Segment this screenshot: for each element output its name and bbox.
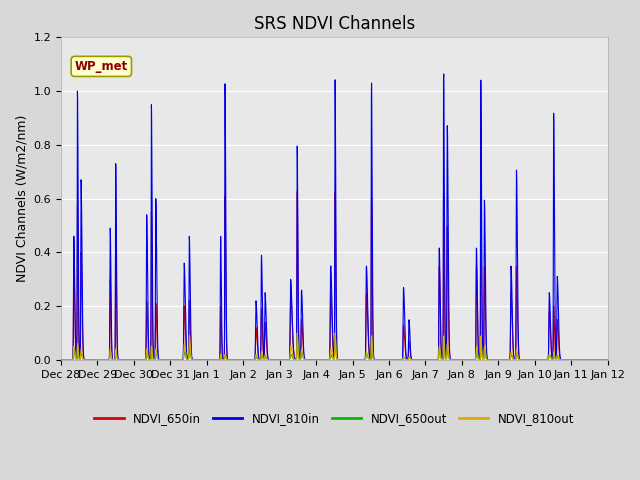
NDVI_810in — [604, 357, 611, 363]
NDVI_810out — [152, 346, 159, 352]
NDVI_810out — [593, 357, 601, 363]
Text: WP_met: WP_met — [75, 60, 128, 73]
NDVI_650in — [534, 357, 542, 363]
NDVI_650in — [291, 354, 298, 360]
NDVI_650out — [267, 357, 275, 363]
NDVI_810out — [604, 357, 611, 363]
NDVI_810out — [291, 357, 298, 362]
NDVI_810in — [120, 357, 127, 363]
NDVI_650out — [604, 357, 611, 363]
NDVI_810out — [534, 357, 542, 363]
NDVI_810in — [267, 357, 275, 363]
NDVI_650out — [293, 333, 301, 339]
Line: NDVI_650in: NDVI_650in — [61, 192, 607, 360]
NDVI_650in — [593, 357, 601, 363]
Line: NDVI_810in: NDVI_810in — [61, 74, 607, 360]
NDVI_650out — [152, 349, 159, 355]
NDVI_810out — [120, 357, 127, 363]
NDVI_650in — [57, 357, 65, 363]
NDVI_810in — [291, 354, 298, 360]
NDVI_810in — [152, 196, 159, 202]
NDVI_810out — [293, 330, 301, 336]
NDVI_650out — [291, 357, 298, 362]
NDVI_650out — [593, 357, 601, 363]
NDVI_650in — [152, 300, 159, 306]
NDVI_810in — [440, 71, 447, 77]
NDVI_810in — [593, 357, 601, 363]
NDVI_810out — [267, 357, 275, 363]
NDVI_650in — [604, 357, 611, 363]
Y-axis label: NDVI Channels (W/m2/nm): NDVI Channels (W/m2/nm) — [15, 115, 28, 282]
NDVI_810in — [534, 357, 542, 363]
NDVI_650out — [120, 357, 127, 363]
NDVI_650out — [57, 357, 65, 363]
NDVI_650in — [293, 189, 301, 194]
NDVI_650in — [267, 357, 275, 363]
Line: NDVI_810out: NDVI_810out — [61, 333, 607, 360]
NDVI_810in — [57, 357, 65, 363]
NDVI_650in — [120, 357, 127, 363]
Legend: NDVI_650in, NDVI_810in, NDVI_650out, NDVI_810out: NDVI_650in, NDVI_810in, NDVI_650out, NDV… — [90, 408, 579, 430]
Line: NDVI_650out: NDVI_650out — [61, 336, 607, 360]
NDVI_810out — [57, 357, 65, 363]
NDVI_650out — [534, 357, 542, 363]
Title: SRS NDVI Channels: SRS NDVI Channels — [253, 15, 415, 33]
